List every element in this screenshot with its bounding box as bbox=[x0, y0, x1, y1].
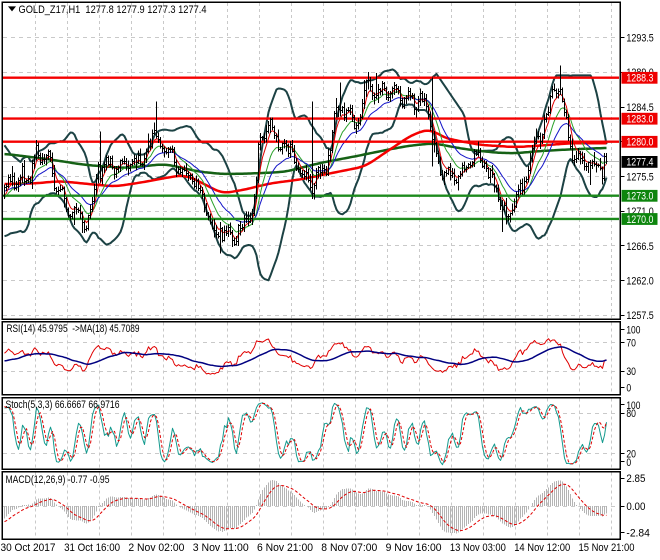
svg-text:1277.4: 1277.4 bbox=[626, 157, 653, 169]
svg-text:80: 80 bbox=[626, 408, 636, 420]
svg-text:30: 30 bbox=[626, 366, 636, 378]
svg-text:Stoch(5,3,3) 66.6667 66.9716: Stoch(5,3,3) 66.6667 66.9716 bbox=[6, 399, 120, 411]
svg-text:0: 0 bbox=[626, 383, 631, 395]
svg-text:1273.0: 1273.0 bbox=[626, 191, 653, 203]
svg-text:20: 20 bbox=[626, 449, 636, 461]
svg-text:31 Oct 16:00: 31 Oct 16:00 bbox=[64, 542, 120, 554]
svg-text:2.85: 2.85 bbox=[626, 473, 645, 485]
svg-text:8 Nov 07:00: 8 Nov 07:00 bbox=[321, 542, 377, 554]
svg-text:70: 70 bbox=[626, 338, 636, 350]
svg-text:1293.5: 1293.5 bbox=[626, 33, 653, 45]
svg-text:0: 0 bbox=[626, 457, 631, 469]
svg-text:2 Nov 02:00: 2 Nov 02:00 bbox=[128, 542, 184, 554]
svg-text:1262.0: 1262.0 bbox=[626, 276, 653, 288]
svg-text:GOLD_Z17,H1 1277.8 1277.9 127: GOLD_Z17,H1 1277.8 1277.9 1277.3 1277.4 bbox=[19, 4, 207, 16]
svg-text:9 Nov 16:00: 9 Nov 16:00 bbox=[386, 542, 442, 554]
svg-text:3 Nov 11:00: 3 Nov 11:00 bbox=[193, 542, 249, 554]
svg-text:1284.5: 1284.5 bbox=[626, 102, 653, 114]
svg-text:-2.84: -2.84 bbox=[626, 528, 650, 540]
svg-text:1288.3: 1288.3 bbox=[626, 73, 653, 85]
svg-text:RSI(14) 45.9795 ->MA(18) 45.7: RSI(14) 45.9795 ->MA(18) 45.7089 bbox=[7, 323, 140, 335]
svg-text:6 Nov 21:00: 6 Nov 21:00 bbox=[257, 542, 313, 554]
svg-text:1275.5: 1275.5 bbox=[626, 171, 653, 183]
svg-text:30 Oct 2017: 30 Oct 2017 bbox=[1, 542, 56, 554]
svg-text:MACD(12,26,9) -0.77 -0.95: MACD(12,26,9) -0.77 -0.95 bbox=[6, 474, 110, 486]
svg-text:100: 100 bbox=[626, 400, 640, 412]
svg-text:14 Nov 12:00: 14 Nov 12:00 bbox=[514, 542, 570, 554]
svg-text:100: 100 bbox=[626, 324, 640, 336]
svg-text:1266.5: 1266.5 bbox=[626, 241, 653, 253]
svg-text:0.00: 0.00 bbox=[626, 501, 645, 513]
svg-text:1257.5: 1257.5 bbox=[626, 310, 653, 322]
svg-text:1270.0: 1270.0 bbox=[626, 214, 653, 226]
svg-text:1283.0: 1283.0 bbox=[626, 114, 653, 126]
svg-text:13 Nov 03:00: 13 Nov 03:00 bbox=[450, 542, 506, 554]
svg-text:15 Nov 21:00: 15 Nov 21:00 bbox=[579, 542, 635, 554]
svg-text:1280.0: 1280.0 bbox=[626, 137, 653, 149]
